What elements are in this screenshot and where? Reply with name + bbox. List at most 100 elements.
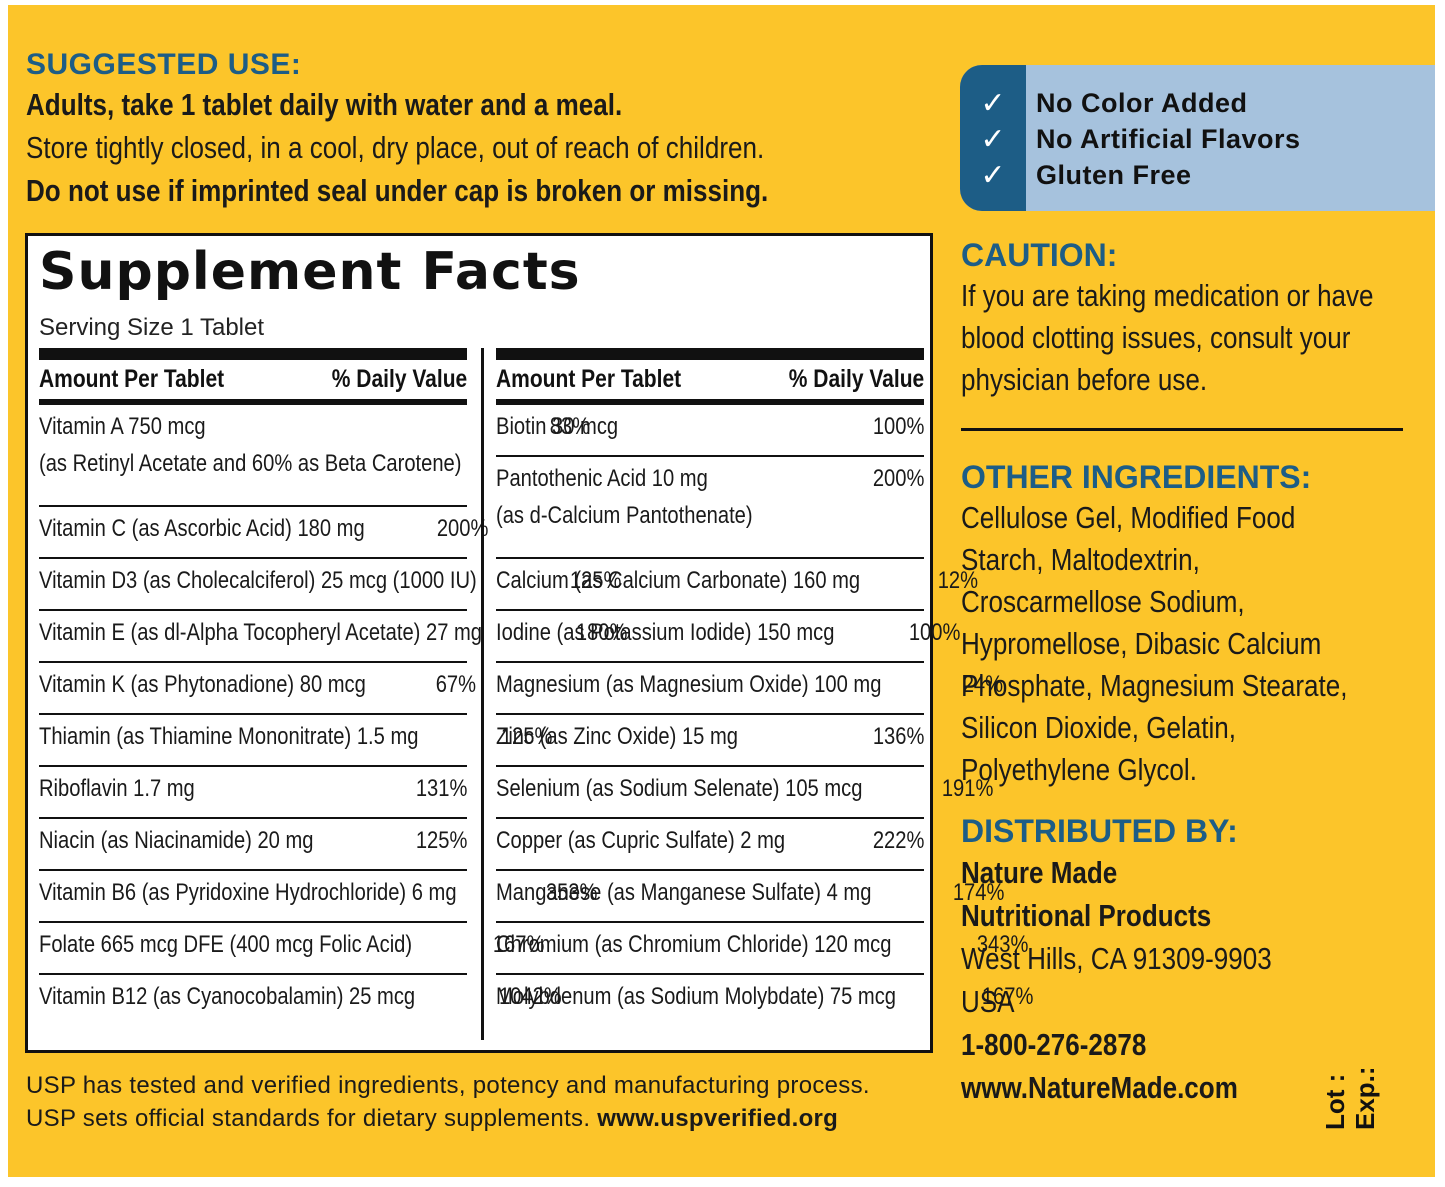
exp-label: Exp.: — [1350, 1066, 1380, 1130]
ingredients-line: Croscarmellose Sodium, — [961, 584, 1245, 619]
daily-value: 24% — [962, 671, 1003, 698]
caution-section: CAUTION: If you are taking medication or… — [961, 235, 1421, 401]
distributed-by-section: DISTRIBUTED BY: Nature Made Nutritional … — [961, 811, 1431, 1109]
nutrient-name: Copper (as Cupric Sulfate) 2 mg — [496, 827, 863, 855]
company-division: Nutritional Products — [961, 898, 1212, 933]
other-ingredients-section: OTHER INGREDIENTS: Cellulose Gel, Modifi… — [961, 457, 1431, 791]
nutrient-row: Riboflavin 1.7 mg 131% — [39, 767, 467, 819]
facts-right-header: Amount Per Tablet % Daily Value — [496, 360, 924, 405]
nutrient-name: Folate 665 mcg DFE (400 mcg Folic Acid) — [39, 931, 483, 959]
badge-label: Gluten Free — [1036, 159, 1192, 190]
amount-per-tablet-label: Amount Per Tablet — [39, 365, 225, 393]
badge-label: No Artificial Flavors — [1036, 123, 1301, 154]
lot-exp-stamp: Lot : Exp.: — [1320, 1066, 1380, 1130]
nutrient-amount: Vitamin D3 (as Cholecalciferol) 25 mcg (… — [39, 567, 477, 594]
usp-line-1: USP has tested and verified ingredients,… — [26, 1072, 870, 1099]
nutrient-name: Selenium (as Sodium Selenate) 105 mcg — [496, 775, 932, 803]
nutrient-row: Biotin 30 mcg 100% — [496, 405, 924, 457]
nutrient-row: Vitamin A 750 mcg (as Retinyl Acetate and… — [39, 405, 590, 507]
nutrient-amount: Copper (as Cupric Sulfate) 2 mg — [496, 827, 786, 854]
ingredients-line: Starch, Maltodextrin, — [961, 542, 1200, 577]
nutrient-name: Vitamin K (as Phytonadione) 80 mcg — [39, 671, 428, 699]
daily-value: 100% — [908, 619, 961, 646]
ingredients-line: Cellulose Gel, Modified Food — [961, 500, 1296, 535]
daily-value: 167% — [492, 931, 545, 958]
section-divider — [961, 428, 1403, 431]
nutrient-name: Magnesium (as Magnesium Oxide) 100 mg — [496, 671, 955, 699]
nutrient-name: Manganese (as Manganese Sulfate) 4 mg — [496, 879, 943, 907]
check-icon: ✓ — [980, 158, 1006, 192]
caution-heading: CAUTION: — [961, 237, 1118, 273]
nutrient-name: Riboflavin 1.7 mg — [39, 775, 406, 803]
serving-size: Serving Size 1 Tablet — [39, 314, 265, 341]
daily-value: 174% — [952, 879, 1005, 906]
daily-value-label: % Daily Value — [331, 365, 467, 393]
daily-value: 100% — [872, 413, 924, 440]
nutrient-amount: Pantothenic Acid 10 mg — [496, 465, 708, 492]
nutrient-row: Vitamin B12 (as Cyanocobalamin) 25 mcg 10… — [39, 975, 562, 1027]
daily-value: 353% — [545, 879, 598, 906]
caution-line-3: physician before use. — [961, 362, 1208, 397]
nutrient-amount: Folate 665 mcg DFE (400 mcg Folic Acid) — [39, 931, 413, 958]
nutrient-row: Pantothenic Acid 10 mg (as d-Calcium Pant… — [496, 457, 924, 559]
nutrient-amount: Molybdenum (as Sodium Molybdate) 75 mcg — [496, 983, 897, 1010]
check-icon: ✓ — [980, 86, 1006, 120]
nutrient-name: Vitamin D3 (as Cholecalciferol) 25 mcg (… — [39, 567, 560, 595]
distributed-by-heading: DISTRIBUTED BY: — [961, 813, 1238, 849]
nutrient-amount: Manganese (as Manganese Sulfate) 4 mg — [496, 879, 872, 906]
nutrient-name: Zinc (as Zinc Oxide) 15 mg — [496, 723, 863, 751]
check-icon: ✓ — [980, 122, 1006, 156]
nutrient-amount: Chromium (as Chromium Chloride) 120 mcg — [496, 931, 892, 958]
lot-label: Lot : — [1320, 1073, 1350, 1130]
nutrient-name: Vitamin E (as dl-Alpha Tocopheryl Acetat… — [39, 619, 566, 647]
nutrient-amount: Vitamin K (as Phytonadione) 80 mcg — [39, 671, 366, 698]
suggested-use-line-3: Do not use if imprinted seal under cap i… — [26, 173, 769, 208]
company-website: www.NatureMade.com — [961, 1070, 1238, 1105]
nutrient-row: Niacin (as Niacinamide) 20 mg 125% — [39, 819, 467, 871]
daily-value: 343% — [976, 931, 1029, 958]
daily-value: 136% — [872, 723, 924, 750]
company-phone: 1-800-276-2878 — [961, 1027, 1147, 1062]
caution-line-1: If you are taking medication or have — [961, 278, 1374, 313]
badge-item-no-color: ✓ No Color Added — [960, 85, 1247, 121]
nutrient-name: Calcium (as Calcium Carbonate) 160 mg — [496, 567, 930, 595]
nutrient-name: Thiamin (as Thiamine Mononitrate) 1.5 mg — [39, 723, 491, 751]
suggested-use-line-1: Adults, take 1 tablet daily with water a… — [26, 87, 623, 122]
nutrient-amount: Magnesium (as Magnesium Oxide) 100 mg — [496, 671, 882, 698]
nutrient-name: Iodine (as Potassium Iodide) 150 mcg — [496, 619, 899, 647]
suggested-use-line-2: Store tightly closed, in a cool, dry pla… — [26, 130, 765, 165]
nutrient-row: Vitamin E (as dl-Alpha Tocopheryl Acetat… — [39, 611, 628, 663]
daily-value: 125% — [500, 723, 553, 750]
ingredients-line: Hypromellose, Dibasic Calcium — [961, 626, 1322, 661]
thick-rule — [496, 348, 924, 360]
daily-value: 191% — [942, 775, 994, 802]
daily-value-label: % Daily Value — [788, 365, 924, 393]
nutrient-name: Niacin (as Niacinamide) 20 mg — [39, 827, 406, 855]
daily-value: 83% — [549, 413, 591, 440]
nutrient-amount: Vitamin B12 (as Cyanocobalamin) 25 mcg — [39, 983, 416, 1010]
nutrient-row: Copper (as Cupric Sulfate) 2 mg 222% — [496, 819, 924, 871]
caution-line-2: blood clotting issues, consult your — [961, 320, 1351, 355]
daily-value: 1042% — [498, 983, 562, 1010]
ingredients-line: Phosphate, Magnesium Stearate, — [961, 668, 1348, 703]
nutrient-name: Vitamin C (as Ascorbic Acid) 180 mg — [39, 515, 427, 543]
nutrient-name: Vitamin A 750 mcg (as Retinyl Acetate and… — [39, 413, 542, 478]
thick-rule — [39, 348, 467, 360]
column-divider — [481, 348, 484, 1040]
nutrient-amount: Zinc (as Zinc Oxide) 15 mg — [496, 723, 738, 750]
nutrient-row: Vitamin K (as Phytonadione) 80 mcg 67% — [39, 663, 476, 715]
nutrient-row: Molybdenum (as Sodium Molybdate) 75 mcg 1… — [496, 975, 1034, 1027]
nutrient-amount: Thiamin (as Thiamine Mononitrate) 1.5 mg — [39, 723, 419, 750]
usp-statement: USP has tested and verified ingredients,… — [26, 1069, 870, 1135]
badge-check-strip — [960, 65, 1026, 211]
nutrient-name: Chromium (as Chromium Chloride) 120 mcg — [496, 931, 967, 959]
nutrient-amount: Biotin 30 mcg — [496, 413, 619, 440]
company-name: Nature Made — [961, 855, 1118, 890]
nutrient-row: Vitamin C (as Ascorbic Acid) 180 mg 200% — [39, 507, 488, 559]
daily-value: 180% — [576, 619, 628, 646]
daily-value: 131% — [415, 775, 467, 802]
nutrient-row: Vitamin B6 (as Pyridoxine Hydrochloride)… — [39, 871, 598, 923]
nutrient-source: (as d-Calcium Pantothenate) — [496, 502, 753, 529]
nutrient-amount: Selenium (as Sodium Selenate) 105 mcg — [496, 775, 863, 802]
supplement-facts-panel: Supplement Facts Serving Size 1 Tablet A… — [25, 233, 1034, 1053]
